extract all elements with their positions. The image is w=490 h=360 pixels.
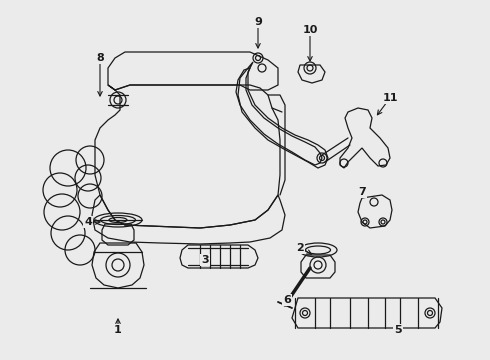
Text: 8: 8 — [96, 53, 104, 63]
Text: 4: 4 — [84, 217, 92, 227]
Text: 7: 7 — [358, 187, 366, 197]
Text: 3: 3 — [201, 255, 209, 265]
Text: 2: 2 — [296, 243, 304, 253]
Text: 9: 9 — [254, 17, 262, 27]
Text: 5: 5 — [394, 325, 402, 335]
Text: 10: 10 — [302, 25, 318, 35]
Text: 1: 1 — [114, 325, 122, 335]
Text: 6: 6 — [283, 295, 291, 305]
Text: 11: 11 — [382, 93, 398, 103]
